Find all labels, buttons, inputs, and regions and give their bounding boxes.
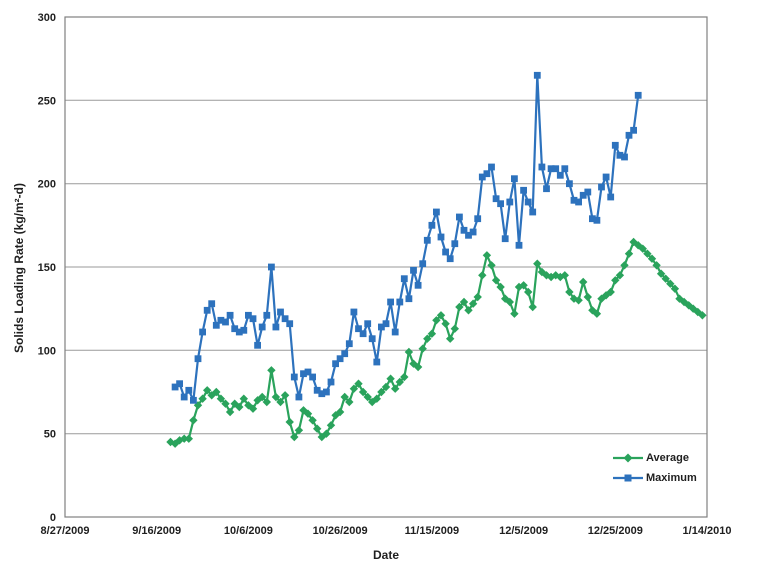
svg-text:12/5/2009: 12/5/2009: [499, 525, 548, 537]
legend-item-maximum: Maximum: [612, 472, 697, 484]
y-tick-labels: 0 50 100 150 200 250 300: [38, 12, 56, 524]
plot-frame: [64, 16, 708, 518]
svg-text:12/25/2009: 12/25/2009: [588, 525, 643, 537]
svg-text:50: 50: [44, 429, 56, 441]
gridlines: [65, 16, 707, 518]
svg-text:9/16/2009: 9/16/2009: [132, 525, 181, 537]
maximum-series-marker-icon: [613, 474, 643, 482]
svg-text:250: 250: [38, 95, 56, 107]
x-tick-labels: 8/27/2009 9/16/2009 10/6/2009 10/26/2009 11/…: [41, 525, 732, 537]
svg-text:10/26/2009: 10/26/2009: [313, 525, 368, 537]
svg-text:0: 0: [50, 512, 56, 524]
x-axis-title: Date: [372, 548, 399, 562]
svg-text:11/15/2009: 11/15/2009: [405, 525, 459, 537]
legend: Average Maximum: [612, 452, 697, 484]
svg-text:300: 300: [38, 12, 56, 24]
svg-text:200: 200: [38, 179, 56, 191]
series-average: [166, 237, 707, 448]
series-maximum: [171, 71, 642, 404]
svg-text:100: 100: [38, 345, 56, 357]
svg-text:1/14/2010: 1/14/2010: [683, 525, 732, 537]
average-series-marker-icon: [613, 453, 643, 463]
svg-text:10/6/2009: 10/6/2009: [224, 525, 273, 537]
y-axis-title: Solids Loading Rate (kg/m²-d): [12, 183, 26, 353]
svg-text:150: 150: [38, 262, 56, 274]
legend-label-average: Average: [646, 452, 690, 464]
legend-label-maximum: Maximum: [646, 472, 697, 484]
svg-text:8/27/2009: 8/27/2009: [41, 525, 90, 537]
legend-item-average: Average: [612, 452, 697, 464]
